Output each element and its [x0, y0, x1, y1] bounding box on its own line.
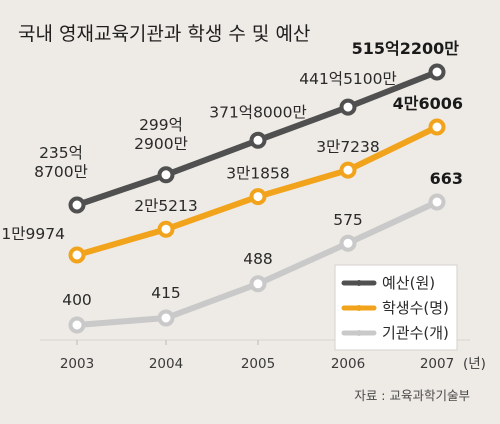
x-tick-2005: 2005	[241, 356, 275, 372]
point-budget-2003	[68, 196, 86, 214]
x-tick-2006: 2006	[331, 356, 365, 372]
point-budget-2004	[157, 166, 175, 184]
data-label-budget-2004: 299억 2900만	[134, 116, 188, 153]
data-label-institutions-2003: 400	[62, 291, 92, 309]
source-note: 자료 : 교육과학기술부	[354, 388, 470, 403]
legend-label-budget: 예산(원)	[382, 274, 435, 292]
data-label-institutions-2007: 663	[430, 169, 463, 188]
data-label-budget-2006: 441억5100만	[299, 70, 397, 88]
point-students-2004	[157, 220, 175, 238]
legend: 예산(원) 학생수(명) 기관수(개)	[334, 264, 458, 351]
point-budget-2006	[339, 98, 357, 116]
data-labels: 235억 8700만 299억 2900만 371억8000만 441억5100만 515억…	[1, 39, 463, 309]
point-students-2003	[68, 246, 86, 264]
data-label-institutions-2005: 488	[243, 250, 273, 268]
legend-label-students: 학생수(명)	[382, 299, 449, 317]
point-institutions-2007	[428, 193, 446, 211]
data-label-budget-2005: 371억8000만	[209, 103, 307, 121]
chart-title: 국내 영재교육기관과 학생 수 및 예산	[18, 23, 310, 45]
point-institutions-2003	[68, 316, 86, 334]
point-students-2007	[428, 118, 446, 136]
data-label-institutions-2004: 415	[151, 284, 181, 302]
legend-label-institutions: 기관수(개)	[382, 324, 449, 342]
x-axis-unit: (년)	[463, 356, 486, 372]
data-label-budget-2003: 235억 8700만	[34, 144, 88, 181]
x-axis-ticks: 2003 2004 2005 2006 2007 (년)	[60, 340, 486, 372]
point-budget-2007	[428, 63, 446, 81]
point-students-2006	[339, 161, 357, 179]
legend-swatch-dot-institutions	[356, 330, 362, 336]
data-label-students-2006: 3만7238	[316, 138, 380, 156]
x-tick-2007: 2007	[420, 356, 454, 372]
point-institutions-2006	[339, 234, 357, 252]
point-institutions-2005	[249, 275, 267, 293]
point-budget-2005	[249, 131, 267, 149]
data-label-students-2003: 1만9974	[1, 225, 65, 243]
data-label-students-2004: 2만5213	[134, 197, 198, 215]
x-tick-2003: 2003	[60, 356, 94, 372]
point-students-2005	[249, 188, 267, 206]
data-label-students-2007: 4만6006	[393, 94, 463, 113]
data-label-students-2005: 3만1858	[226, 165, 290, 183]
x-tick-2004: 2004	[149, 356, 183, 372]
series-markers	[68, 63, 446, 334]
legend-swatch-dot-budget	[356, 280, 362, 286]
point-institutions-2004	[157, 309, 175, 327]
data-label-budget-2007: 515억2200만	[352, 39, 460, 58]
legend-swatch-dot-students	[356, 305, 362, 311]
data-label-institutions-2006: 575	[333, 211, 363, 229]
